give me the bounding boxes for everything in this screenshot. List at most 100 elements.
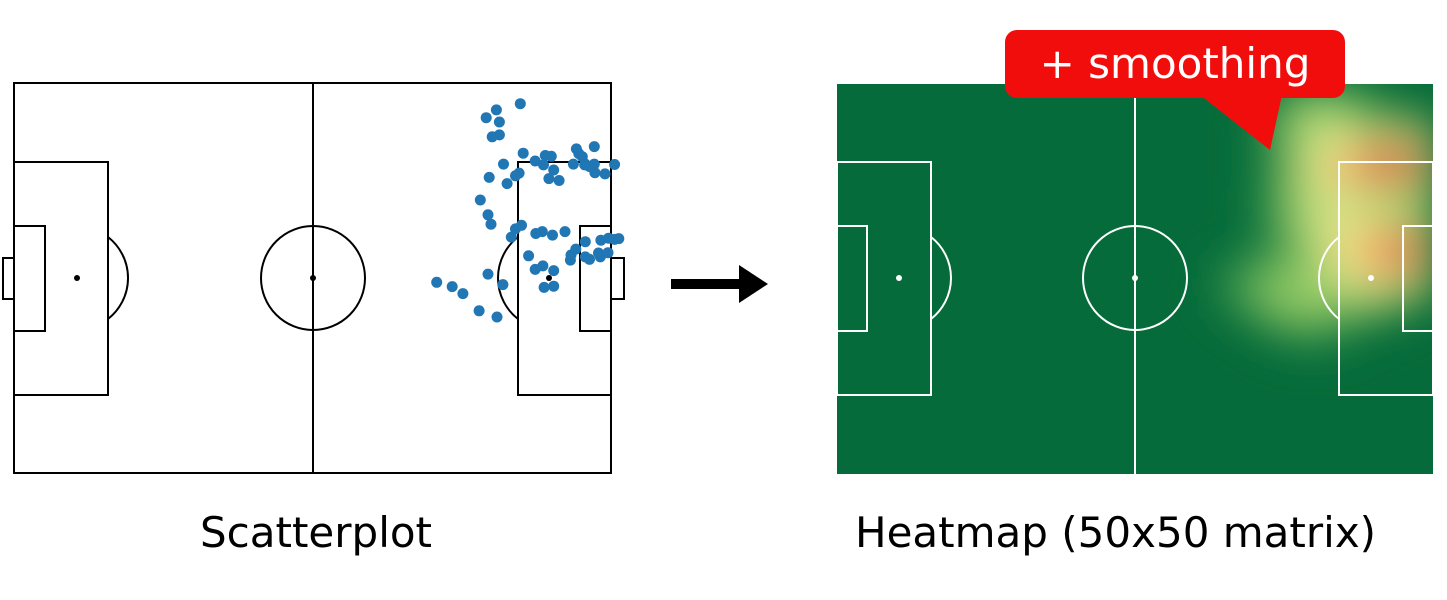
heatmap-cell: [1421, 185, 1433, 194]
heatmap-cell: [1385, 123, 1398, 132]
heatmap-cell: [1409, 130, 1422, 140]
heatmap-cell: [1266, 271, 1279, 280]
heatmap-cell: [1325, 286, 1339, 296]
heatmap-cell: [1349, 169, 1363, 179]
shot-point: [530, 228, 542, 239]
heatmap-cell: [1361, 146, 1374, 155]
shot-point: [538, 281, 550, 293]
heatmap-cell: [1349, 333, 1363, 342]
heatmap-cell: [1301, 279, 1315, 288]
heatmap-cell: [1289, 271, 1303, 280]
heatmap-cell: [1242, 255, 1255, 264]
heatmap-cell: [1301, 341, 1315, 350]
heatmap-cell: [1409, 240, 1422, 249]
heatmap-cell: [1242, 279, 1255, 288]
heatmap-cell: [1289, 185, 1303, 194]
heatmap-cell: [1373, 123, 1386, 132]
heatmap-cell: [1254, 302, 1267, 311]
heatmap-cell: [1373, 107, 1386, 116]
heatmap-cell: [1289, 286, 1303, 296]
heatmap-cell: [1361, 294, 1374, 303]
shot-point: [529, 263, 541, 275]
shot-point: [548, 280, 560, 292]
heatmap-cell: [1409, 201, 1422, 210]
heatmap-pitch-lines: [836, 84, 1434, 474]
heatmap-cell: [1361, 91, 1374, 101]
heatmap-cell: [1254, 208, 1267, 218]
heatmap-cell: [1361, 177, 1374, 186]
heatmap-cell: [1361, 263, 1374, 272]
heatmap-cell: [1373, 91, 1386, 101]
heatmap-cell: [1409, 232, 1422, 241]
heatmap-cell: [1325, 232, 1339, 241]
heatmap-cell: [1313, 99, 1327, 108]
smoothing-callout: + smoothing: [1005, 30, 1345, 98]
heatmap-cell: [1361, 208, 1374, 218]
heatmap-cell: [1289, 333, 1303, 342]
heatmap-cell: [1301, 247, 1315, 257]
heatmap-cell: [1421, 123, 1433, 132]
heatmap-cell: [1373, 146, 1386, 155]
heatmap-cell: [1373, 115, 1386, 124]
heatmap-cell: [1313, 193, 1327, 202]
heatmap-cell: [1349, 240, 1363, 249]
heatmap-cell: [1289, 162, 1303, 171]
shot-point: [584, 253, 595, 265]
heatmap-cell: [1301, 216, 1315, 225]
heatmap-cell: [1349, 294, 1363, 303]
heatmap-cell: [1409, 224, 1422, 233]
heatmap-cell: [1349, 255, 1363, 264]
heatmap-cell: [1409, 286, 1422, 296]
heatmap-cell: [1349, 84, 1363, 93]
shot-point: [493, 116, 505, 128]
heatmap-cell: [1397, 154, 1410, 163]
heatmap-cell: [1421, 107, 1433, 116]
heatmap-cell: [1337, 208, 1351, 218]
shot-point: [491, 311, 503, 323]
heatmap-cell: [1325, 146, 1339, 155]
heatmap-cell: [1301, 177, 1315, 186]
center-circle: [260, 225, 366, 331]
heatmap-cell: [1206, 286, 1220, 296]
heatmap-pitch: [836, 84, 1434, 474]
heatmap-cell: [1218, 263, 1231, 272]
heatmap-cell: [1397, 201, 1410, 210]
heatmap-cell: [1266, 318, 1279, 327]
heatmap-cell: [1337, 107, 1351, 116]
heatmap-cell: [1385, 177, 1398, 186]
heatmap-cell: [1325, 333, 1339, 342]
heatmap-cell: [1278, 177, 1291, 186]
heatmap-cell: [1278, 201, 1291, 210]
shot-point: [482, 209, 494, 221]
heatmap-cell: [1278, 216, 1291, 225]
heatmap-cell: [1373, 193, 1386, 202]
heatmap-cell: [1337, 302, 1351, 311]
heatmap-cell: [1230, 310, 1243, 319]
heatmap-cell: [1254, 162, 1267, 171]
heatmap-cell: [1301, 185, 1315, 194]
shot-point: [498, 158, 509, 170]
heatmap-cell: [1421, 146, 1433, 155]
heatmap-cell: [1421, 162, 1433, 171]
heatmap-cell: [1325, 138, 1339, 147]
heatmap-cell: [1289, 263, 1303, 272]
heatmap-cell: [1325, 154, 1339, 163]
heatmap-cell: [1254, 263, 1267, 272]
shot-point: [501, 178, 513, 190]
heatmap-cell: [1349, 216, 1363, 225]
heatmap-cell: [1266, 279, 1279, 288]
heatmap-cell: [1301, 123, 1315, 132]
heatmap-cell: [1301, 240, 1315, 249]
heatmap-cell: [1313, 115, 1327, 124]
heatmap-cell: [1218, 286, 1231, 296]
heatmap-cell: [1337, 130, 1351, 140]
heatmap-cell: [1254, 271, 1267, 280]
shot-point: [505, 231, 517, 243]
heatmap-cell: [1337, 154, 1351, 163]
heatmap-cell: [1409, 279, 1422, 288]
heatmap-cell: [1409, 302, 1422, 311]
heatmap-cell: [1361, 279, 1374, 288]
heatmap-cell: [1254, 193, 1267, 202]
heatmap-cell: [1409, 123, 1422, 132]
heatmap-cell: [1397, 146, 1410, 155]
